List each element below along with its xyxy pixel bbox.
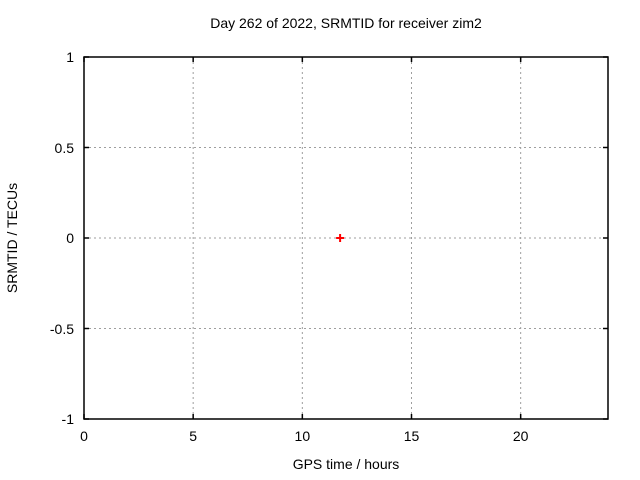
y-tick-label: 0.5 [54, 139, 74, 156]
x-tick-label: 15 [403, 428, 420, 444]
x-tick-label: 20 [512, 428, 529, 444]
x-tick-label: 5 [189, 428, 198, 444]
y-tick-label: -0.5 [49, 320, 74, 337]
x-tick-label: 0 [80, 428, 88, 444]
y-tick-label: -1 [61, 411, 74, 427]
x-axis-title: GPS time / hours [292, 456, 400, 472]
x-tick-label: 10 [294, 428, 311, 444]
y-tick-label: 0 [66, 230, 74, 246]
chart-title: Day 262 of 2022, SRMTID for receiver zim… [210, 15, 482, 31]
y-tick-label: 1 [66, 49, 74, 65]
